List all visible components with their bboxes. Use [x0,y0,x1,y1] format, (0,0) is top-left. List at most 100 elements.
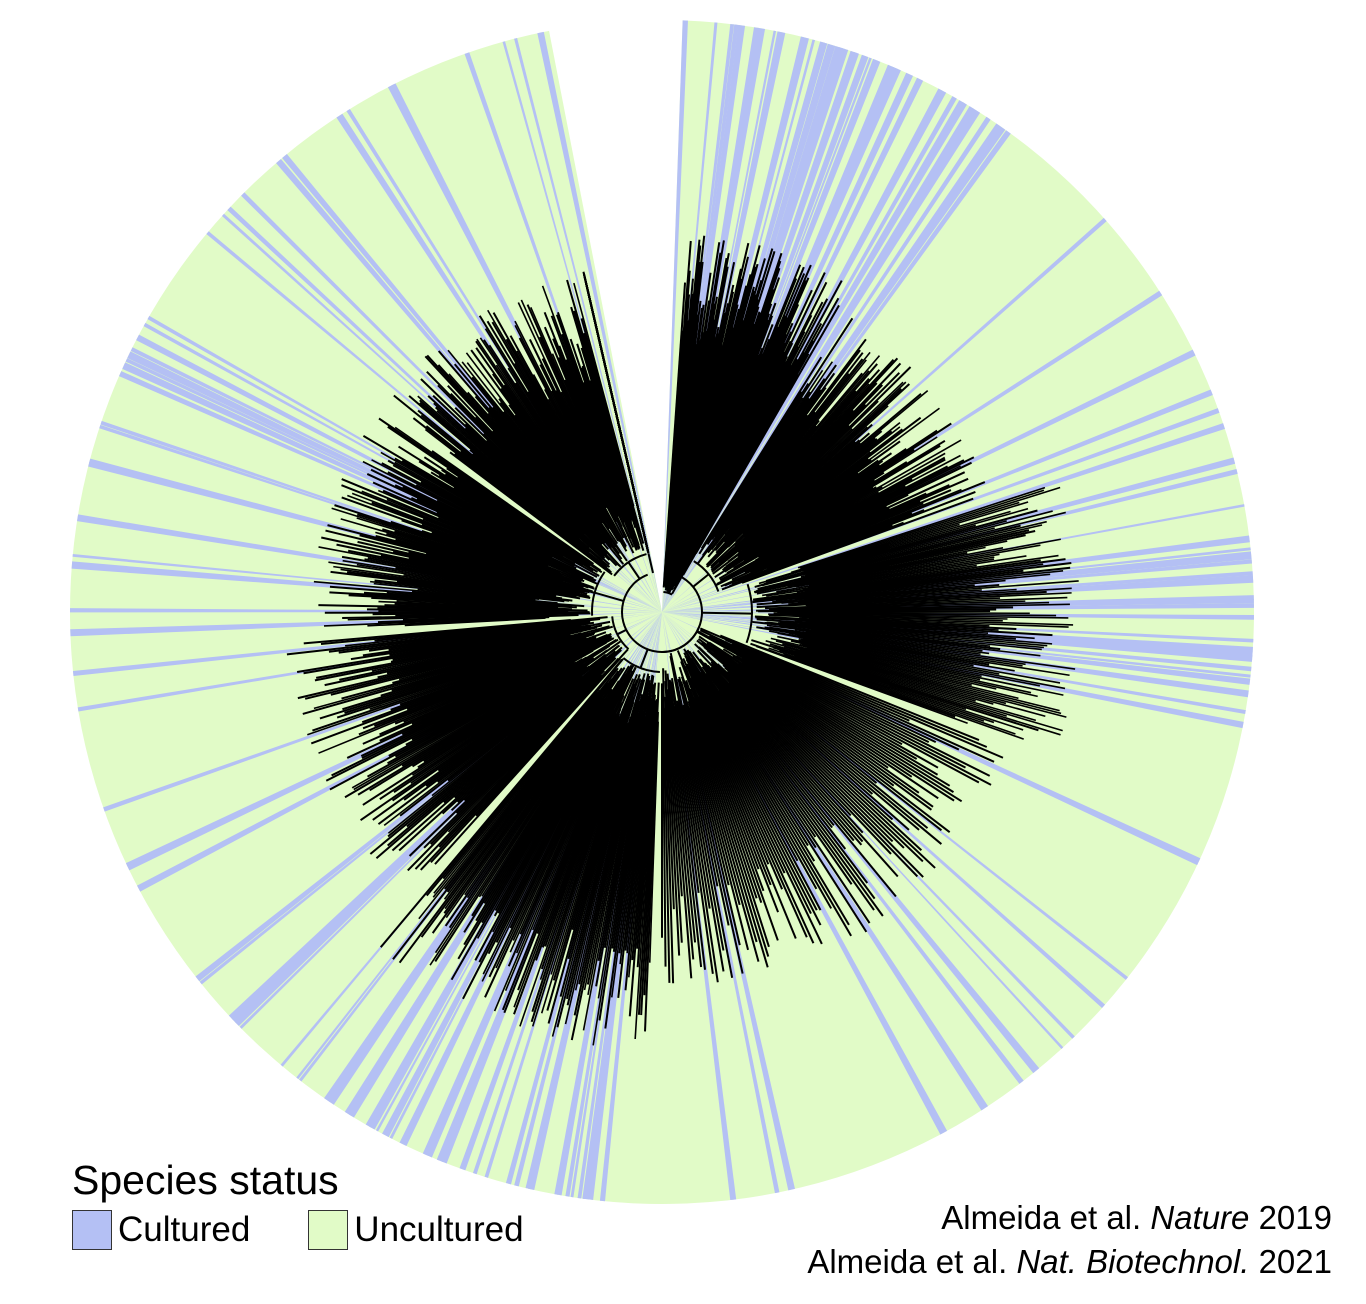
tree-branch [356,517,553,579]
species-status-ring [69,20,1255,1204]
tree-branch [725,638,910,722]
tree-branch [791,639,1032,694]
tree-branch [756,618,1016,640]
tree-branch [796,547,1004,588]
citation-2-journal: Nat. Biotechnol. [1016,1243,1250,1280]
tree-branch [797,486,1046,569]
tree-branch [550,723,629,975]
tree-branch [790,501,1020,574]
tree-branch [677,678,730,886]
tree-branch [475,648,629,817]
tree-branch [807,553,1000,588]
tree-branch [532,716,621,931]
tree-branch [751,639,1039,732]
tree-branch [666,673,695,960]
tree-branch [728,661,895,787]
tree-branch [765,507,1029,584]
tree-branch [379,633,612,736]
tree-branch [701,666,876,900]
tree-branch [597,335,646,538]
tree-branch [796,634,974,667]
cultured-stripe [662,423,1225,612]
clade-arc [663,591,673,596]
tree-branch [431,531,595,590]
tree-branch [769,643,1063,732]
tree-branch [382,489,599,585]
tree-branch [779,625,983,652]
tree-branch [803,510,1011,573]
tree-branch [779,649,1024,731]
tree-branch [716,663,936,869]
tree-branch [342,612,591,620]
tree-branch [710,661,924,878]
citation-1: Almeida et al. Nature 2019 [807,1196,1332,1240]
tree-branch [675,703,711,909]
tree-branch [370,468,594,580]
tree-branch [421,523,549,572]
tree-branch [662,668,671,983]
tree-branch [353,664,571,791]
tree-branch [711,647,934,808]
tree-branch [680,686,750,951]
tree-branch [395,538,590,594]
tree-branch [676,700,725,972]
tree-branch [796,564,977,593]
tree-branch [431,450,595,565]
tree-branch [341,496,594,589]
tree-branch [574,713,640,991]
tree-branch [708,641,955,802]
tree-branch [762,452,946,557]
tree-branch [592,716,647,1046]
tree-branch [741,661,963,803]
tree-branch [693,697,760,870]
tree-branch [703,665,833,829]
tree-branch [797,589,982,604]
tree-branch [379,663,584,800]
tree-branch [543,326,638,551]
tree-branch [729,351,871,528]
tree-branch [731,355,881,531]
tree-branch [732,655,955,793]
tree-branch [711,438,878,573]
tree-branch [770,637,1019,700]
cultured-swatch [72,1210,112,1250]
tree-branch [787,540,1008,588]
tree-branch [436,499,551,558]
tree-branch [762,556,995,597]
tree-branch [743,400,879,533]
tree-branch [710,665,864,834]
tree-branch [756,590,1047,609]
tree-branch [769,502,924,568]
tree-branch [685,686,758,899]
tree-branch [682,658,815,944]
citation-2-year: 2021 [1258,1243,1332,1280]
tree-branch [681,676,770,957]
tree-branch [784,653,1016,735]
tree-branch [772,646,967,711]
tree-branch [556,700,641,1028]
tree-branch [692,690,772,886]
cultured-stripe [662,20,688,612]
tree-branch [387,679,579,834]
tree-branch [799,643,972,686]
tree-branch [698,635,913,778]
tree-branch [769,601,1050,611]
tree-branch [754,509,1038,588]
tree-branch [801,639,982,678]
tree-branch [666,689,683,897]
tree-branch [744,405,889,537]
tree-branch [722,664,874,795]
tree-branch [728,671,894,821]
tree-branch [754,558,1066,601]
tree-branch [753,426,901,542]
tree-branch [432,696,595,898]
tree-branch [777,600,1026,610]
tree-branch [719,639,930,744]
tree-branch [806,647,1060,712]
tree-branch [707,664,863,846]
tree-branch [782,643,1007,705]
tree-branch [687,700,769,968]
tree-branch [669,680,707,970]
tree-branch [800,527,995,578]
tree-branch [701,611,753,615]
